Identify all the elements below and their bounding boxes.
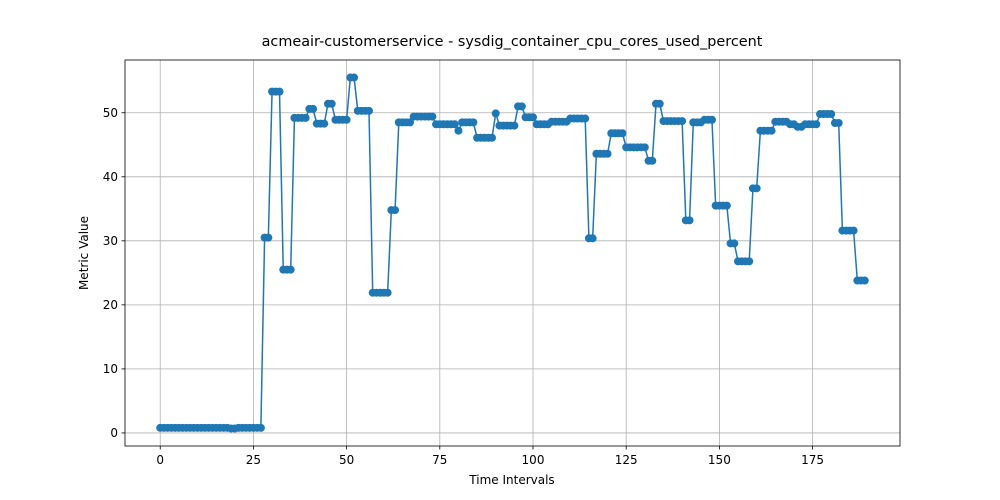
data-point (301, 113, 310, 122)
y-tick-label: 10 (103, 362, 118, 376)
data-point (383, 288, 392, 297)
data-point (342, 115, 351, 124)
y-tick-label: 50 (103, 106, 118, 120)
data-point (834, 119, 843, 128)
data-point (428, 112, 437, 121)
data-point (405, 118, 414, 127)
data-point (648, 156, 657, 165)
data-point (309, 104, 318, 113)
data-point (275, 87, 284, 96)
data-point (487, 133, 496, 142)
data-point (264, 233, 273, 242)
y-tick-label: 40 (103, 170, 118, 184)
data-point (707, 115, 716, 124)
data-point (491, 109, 500, 118)
data-point (678, 117, 687, 126)
data-point (581, 114, 590, 123)
chart-title: acmeair-customerservice - sysdig_contain… (262, 34, 763, 50)
x-tick-label: 150 (708, 453, 731, 467)
y-tick-label: 0 (110, 426, 118, 440)
x-tick-label: 25 (246, 453, 261, 467)
y-axis-label: Metric Value (77, 216, 91, 290)
data-point (812, 120, 821, 129)
x-tick-label: 75 (432, 453, 447, 467)
plot-frame (124, 59, 901, 447)
data-point (510, 121, 519, 130)
data-point (327, 99, 336, 108)
data-point (767, 126, 776, 135)
data-point (286, 265, 295, 274)
data-point (752, 184, 761, 193)
x-tick-label: 175 (801, 453, 824, 467)
data-point (517, 102, 526, 111)
data-point (603, 149, 612, 158)
data-point (588, 234, 597, 243)
data-point (685, 216, 694, 225)
data-point (745, 257, 754, 266)
x-axis-label: Time Intervals (468, 473, 554, 487)
data-point (722, 201, 731, 210)
x-tick-label: 50 (339, 453, 354, 467)
data-point (860, 276, 869, 285)
data-point (827, 110, 836, 119)
x-tick-label: 0 (156, 453, 164, 467)
data-point (256, 423, 265, 432)
data-point (320, 119, 329, 128)
x-tick-label: 100 (522, 453, 545, 467)
data-point (529, 113, 538, 122)
data-point (364, 106, 373, 115)
y-tick-label: 20 (103, 298, 118, 312)
data-point (450, 120, 459, 129)
data-point (469, 118, 478, 127)
data-point (618, 129, 627, 138)
data-point (730, 239, 739, 248)
data-point (454, 126, 463, 135)
y-tick-label: 30 (103, 234, 118, 248)
data-point (849, 226, 858, 235)
data-point (391, 206, 400, 215)
data-point (640, 143, 649, 152)
x-tick-label: 125 (615, 453, 638, 467)
data-point (350, 73, 359, 82)
data-point (655, 99, 664, 108)
